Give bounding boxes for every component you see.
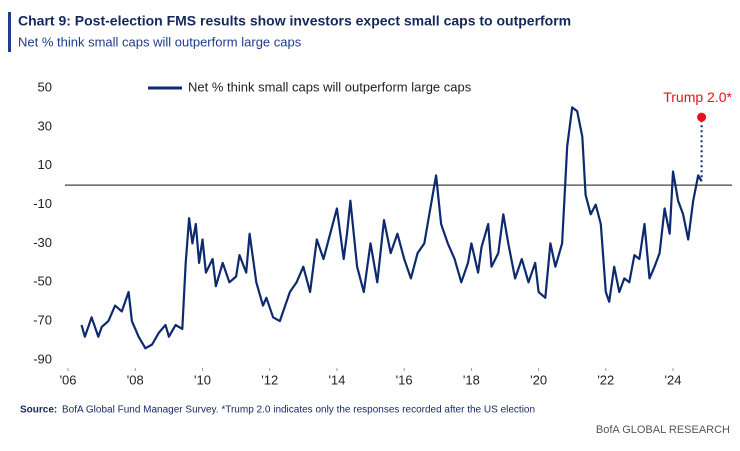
x-tick-label: '14 [328, 372, 345, 387]
x-tick-label: '24 [665, 372, 682, 387]
y-tick-label: -70 [33, 313, 52, 328]
source: BofA Global Fund Manager Survey. *Trump … [62, 405, 535, 416]
x-tick-label: '16 [396, 372, 413, 387]
y-tick-label: -50 [33, 274, 52, 289]
series-line [80, 106, 703, 350]
x-tick-label: '06 [60, 372, 77, 387]
y-tick-label: -30 [33, 235, 52, 250]
source-label: Source: [20, 405, 57, 416]
legend-label: Net % think small caps will outperform l… [188, 79, 472, 94]
x-tick-label: '20 [530, 372, 547, 387]
y-tick-label: 50 [38, 79, 52, 94]
x-tick-label: '18 [463, 372, 480, 387]
x-tick-label: '22 [597, 372, 614, 387]
title-bar [8, 12, 11, 52]
y-tick-label: -10 [33, 196, 52, 211]
y-tick-label: 30 [38, 118, 52, 133]
y-tick-label: -90 [33, 351, 52, 366]
chart-title: Chart 9: Post-election FMS results show … [18, 13, 571, 29]
y-tick-label: 10 [38, 157, 52, 172]
annotation-label: Trump 2.0* [663, 89, 732, 105]
x-tick-label: '10 [194, 372, 211, 387]
annotation-point [697, 112, 707, 122]
x-tick-label: '12 [261, 372, 278, 387]
chart-subtitle: Net % think small caps will outperform l… [18, 34, 302, 49]
x-tick-label: '08 [127, 372, 144, 387]
footer: BofA GLOBAL RESEARCH [596, 424, 730, 436]
